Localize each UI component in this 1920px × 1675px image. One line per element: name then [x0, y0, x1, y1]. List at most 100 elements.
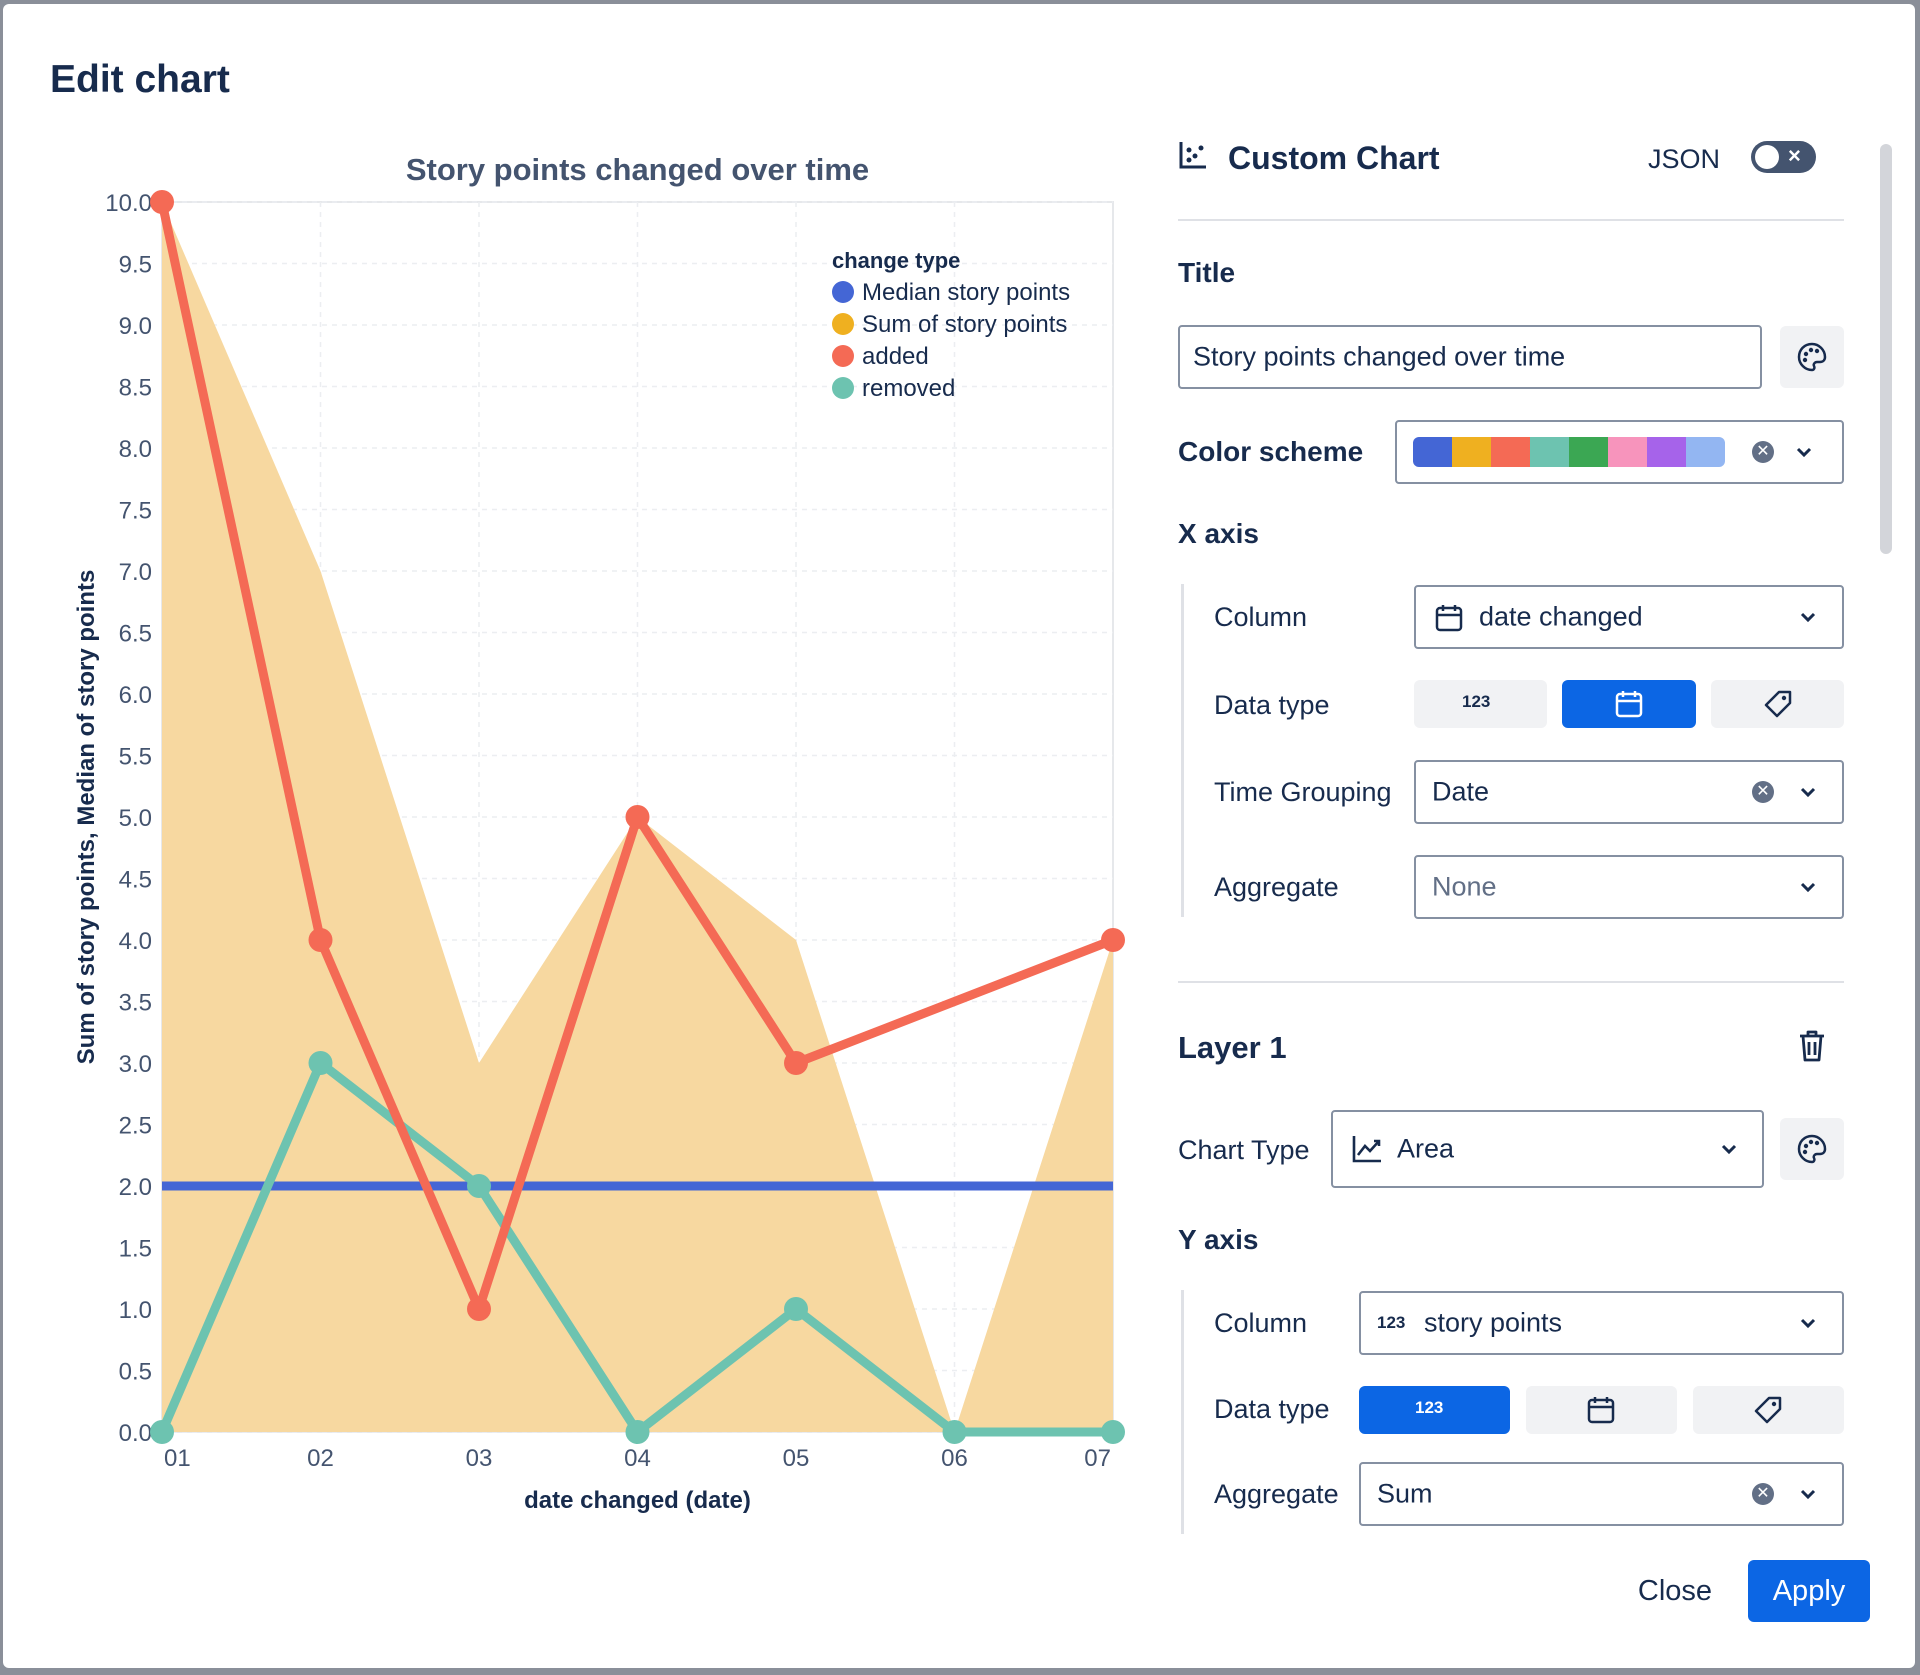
tag-icon — [1754, 1396, 1782, 1424]
color-scheme-label: Color scheme — [1178, 436, 1364, 467]
y-tick-label: 6.5 — [119, 621, 152, 648]
x-aggregate-value: None — [1432, 871, 1497, 902]
color-swatch — [1608, 437, 1647, 467]
y-tick-label: 4.5 — [119, 867, 152, 894]
y-tick-label: 5.5 — [119, 744, 152, 771]
chart-settings-panel: Custom Chart JSON × Title Story points c… — [1178, 124, 1848, 1534]
y-tick-label: 3.5 — [119, 990, 152, 1017]
y-tick-label: 6.0 — [119, 682, 152, 709]
x-data-type-category-button[interactable] — [1711, 680, 1844, 728]
point-removed — [625, 1420, 650, 1444]
x-column-label: Column — [1214, 602, 1308, 632]
divider — [1178, 981, 1844, 983]
calendar-icon — [1435, 605, 1463, 632]
y-tick-label: 0.5 — [119, 1359, 152, 1386]
y-data-type-date-button[interactable] — [1526, 1386, 1677, 1434]
y-tick-label: 2.0 — [119, 1174, 152, 1201]
chevron-down-icon — [1800, 612, 1816, 623]
x-data-type-number-button[interactable]: 123 — [1414, 680, 1547, 728]
y-tick-label: 7.5 — [119, 498, 152, 525]
legend-label: Sum of story points — [862, 311, 1067, 338]
chevron-down-icon — [1800, 1489, 1816, 1500]
apply-button[interactable]: Apply — [1748, 1560, 1870, 1622]
divider — [1178, 219, 1844, 221]
x-tick-label: 06 — [941, 1445, 968, 1472]
clear-icon[interactable]: ✕ — [1752, 781, 1774, 803]
panel-scrollbar-thumb[interactable] — [1880, 144, 1892, 554]
x-tick-label: 04 — [624, 1445, 651, 1472]
chart-type-label: Chart Type — [1178, 1135, 1310, 1165]
chart: Story points changed over time 0.0 0.5 1.0 1… — [73, 152, 1125, 1514]
color-swatch — [1530, 437, 1569, 467]
y-tick-label: 1.0 — [119, 1297, 152, 1324]
dialog-title: Edit chart — [50, 58, 230, 101]
title-input-value: Story points changed over time — [1193, 341, 1566, 372]
y-data-type-category-button[interactable] — [1693, 1386, 1844, 1434]
y-tick-label: 0.0 — [119, 1420, 152, 1447]
chevron-down-icon — [1800, 787, 1816, 798]
clear-icon[interactable]: ✕ — [1752, 1483, 1774, 1505]
x-tick-label: 01 — [164, 1445, 191, 1472]
point-added — [308, 928, 333, 952]
chevron-down-icon — [1800, 882, 1816, 893]
x-column-select[interactable]: date changed — [1414, 585, 1844, 649]
point-removed — [1101, 1420, 1125, 1444]
clear-icon[interactable]: ✕ — [1752, 441, 1774, 463]
calendar-icon — [1615, 691, 1643, 718]
title-color-palette-button[interactable] — [1780, 326, 1844, 388]
point-removed — [942, 1420, 967, 1444]
layer-title: Layer 1 — [1178, 1030, 1287, 1065]
x-aggregate-select[interactable]: None — [1414, 855, 1844, 919]
color-scheme-select[interactable]: ✕ — [1395, 420, 1844, 484]
y-tick-label: 10.0 — [105, 190, 152, 217]
close-button[interactable]: Close — [1637, 1575, 1713, 1607]
trash-icon[interactable] — [1796, 1028, 1828, 1064]
legend-swatch — [832, 313, 854, 335]
y-aggregate-label: Aggregate — [1214, 1479, 1339, 1509]
x-data-type-label: Data type — [1214, 690, 1330, 720]
chart-type-select[interactable]: Area — [1331, 1110, 1764, 1188]
y-tick-label: 7.0 — [119, 559, 152, 586]
toggle-knob — [1755, 145, 1779, 169]
point-added — [150, 190, 174, 214]
y-axis-label: Y axis — [1178, 1224, 1259, 1255]
toggle-off-icon: × — [1788, 143, 1801, 168]
point-removed — [467, 1174, 491, 1198]
edit-chart-dialog: Edit chart Story points changed over tim… — [3, 4, 1915, 1668]
number-type-icon: 123 — [1377, 1313, 1406, 1332]
y-axis-group-line — [1181, 1290, 1184, 1534]
y-tick-label: 4.0 — [119, 928, 152, 955]
y-aggregate-select[interactable]: Sum ✕ — [1359, 1462, 1844, 1526]
layer-color-palette-button[interactable] — [1780, 1118, 1844, 1180]
y-axis-title: Sum of story points, Median of story poi… — [73, 570, 100, 1065]
color-swatch — [1413, 437, 1452, 467]
point-removed — [308, 1051, 333, 1075]
point-added — [1101, 928, 1125, 952]
panel-header-title: Custom Chart — [1228, 140, 1440, 176]
json-toggle[interactable]: × — [1751, 141, 1816, 173]
x-time-grouping-select[interactable]: Date ✕ — [1414, 760, 1844, 824]
chevron-down-icon — [1800, 1318, 1816, 1329]
y-column-value: story points — [1424, 1307, 1563, 1338]
color-swatch — [1569, 437, 1608, 467]
y-data-type-number-button[interactable]: 123 — [1359, 1386, 1510, 1434]
y-column-select[interactable]: 123 story points — [1359, 1291, 1844, 1355]
x-data-type-date-button[interactable] — [1562, 680, 1696, 728]
color-swatch — [1647, 437, 1686, 467]
y-tick-label: 8.5 — [119, 375, 152, 402]
point-added — [784, 1051, 808, 1075]
x-tick-label: 03 — [466, 1445, 493, 1472]
x-tick-label: 02 — [307, 1445, 334, 1472]
chevron-down-icon — [1796, 447, 1812, 458]
y-tick-label: 9.5 — [119, 252, 152, 279]
palette-icon — [1797, 342, 1827, 372]
y-tick-label: 9.0 — [119, 313, 152, 340]
title-input[interactable]: Story points changed over time — [1178, 325, 1762, 389]
title-section-label: Title — [1178, 257, 1236, 288]
custom-chart-icon — [1179, 142, 1206, 169]
color-swatch — [1452, 437, 1491, 467]
number-type-icon: 123 — [1415, 1398, 1444, 1417]
color-swatch — [1686, 437, 1725, 467]
y-tick-label: 3.0 — [119, 1051, 152, 1078]
point-added — [467, 1297, 491, 1321]
